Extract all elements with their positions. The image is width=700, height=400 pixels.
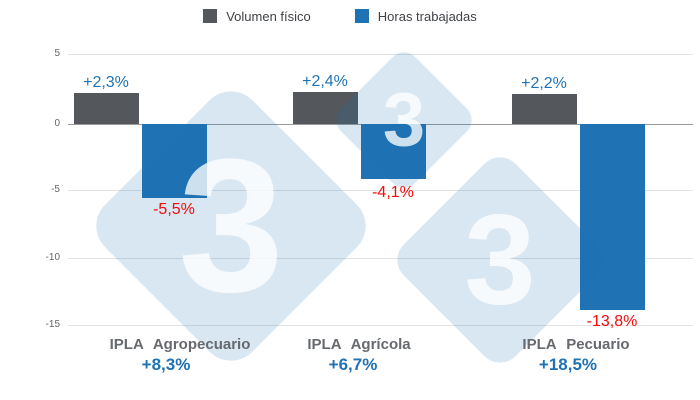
watermark-digit-right: 3 <box>464 188 536 332</box>
value-label-pecuario-horas: -13,8% <box>586 313 638 330</box>
y-tick-minus5: -5 <box>51 184 60 195</box>
legend-item-horas-trabajadas: Horas trabajadas <box>354 8 477 24</box>
y-tick-minus15: -15 <box>45 319 60 330</box>
value-label-pecuario-volumen: +2,2% <box>521 75 567 92</box>
category-label-agropecuario: IPLA Agropecuario <box>109 336 251 353</box>
y-tick-5: 5 <box>54 48 60 59</box>
chart-legend: Volumen físico Horas trabajadas <box>0 6 690 26</box>
value-label-agropecuario-horas: -5,5% <box>153 201 195 218</box>
y-tick-minus10: -10 <box>45 252 60 263</box>
legend-item-volumen-fisico: Volumen físico <box>203 9 311 24</box>
category-total-agricola: +6,7% <box>328 355 378 374</box>
gridline-minus5 <box>68 190 693 191</box>
value-label-agricola-volumen: +2,4% <box>302 73 348 90</box>
value-label-agricola-horas: -4,1% <box>372 184 414 201</box>
bar-volumen-fisico-pecuario <box>512 94 577 124</box>
category-total-agropecuario: +8,3% <box>141 355 191 374</box>
value-label-agropecuario-volumen: +2,3% <box>83 74 129 91</box>
category-label-agricola: IPLA Agrícola <box>307 336 411 353</box>
gridline-5 <box>68 54 693 55</box>
gridline-minus15 <box>68 325 693 326</box>
legend-swatch-horas-trabajadas <box>354 9 369 23</box>
bar-horas-trabajadas-agropecuario <box>142 124 207 198</box>
legend-label-horas-trabajadas: Horas trabajadas <box>377 8 477 24</box>
bar-volumen-fisico-agricola <box>293 92 358 124</box>
bar-horas-trabajadas-pecuario <box>580 124 645 310</box>
legend-label-volumen-fisico: Volumen físico <box>226 8 311 24</box>
legend-swatch-volumen-fisico <box>203 9 218 23</box>
bar-volumen-fisico-agropecuario <box>74 93 139 124</box>
category-total-pecuario: +18,5% <box>538 355 598 374</box>
gridline-minus10 <box>68 258 693 259</box>
category-label-pecuario: IPLA Pecuario <box>522 336 630 353</box>
bar-horas-trabajadas-agricola <box>361 124 426 179</box>
y-tick-0: 0 <box>54 118 60 129</box>
